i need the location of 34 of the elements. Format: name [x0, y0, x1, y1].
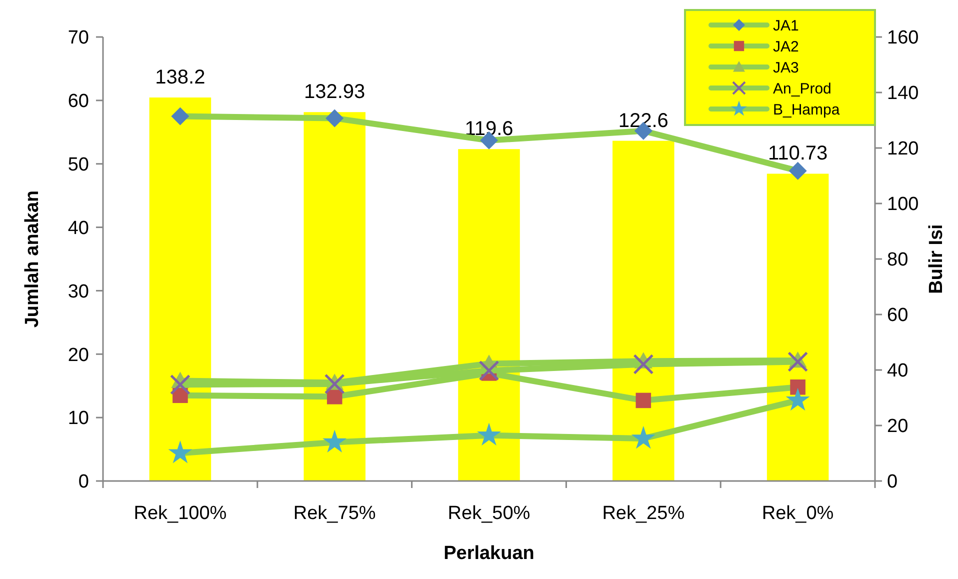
y2-tick-label: 0	[887, 472, 898, 493]
x-tick-label: Rek_100%	[134, 503, 227, 524]
y-tick-label: 50	[68, 154, 89, 176]
x-tick-label: Rek_25%	[602, 503, 685, 524]
y2-tick-label: 120	[887, 138, 919, 160]
data-label: 138.2	[155, 66, 206, 88]
y-tick-label: 0	[78, 472, 89, 493]
data-label: 119.6	[464, 118, 514, 140]
legend-label: JA3	[773, 59, 799, 76]
y2-tick-label: 100	[887, 194, 919, 216]
x-tick-label: Rek_0%	[762, 503, 834, 524]
x-tick-label: Rek_50%	[448, 503, 530, 524]
y2-tick-label: 160	[887, 28, 919, 49]
y2-tick-label: 80	[887, 250, 908, 271]
data-label: 132.93	[304, 81, 366, 104]
x-tick-label: Rek_75%	[293, 503, 376, 524]
data-label: 110.73	[768, 142, 828, 165]
y2-tick-label: 40	[887, 360, 908, 382]
y-tick-label: 10	[68, 408, 89, 430]
y2-tick-label: 20	[887, 416, 908, 438]
legend-label: An_Prod	[773, 80, 832, 98]
x-axis-title: Perlakuan	[444, 543, 534, 564]
legend-label: JA2	[773, 38, 799, 56]
y-tick-label: 40	[68, 218, 89, 239]
y-axis-title: Jumlah anakan	[22, 190, 43, 328]
y2-tick-label: 140	[887, 83, 919, 104]
legend-label: B_Hampa	[773, 101, 840, 118]
y-tick-label: 30	[68, 281, 89, 302]
y-tick-label: 60	[68, 91, 89, 112]
y2-axis-title: Bulir Isi	[926, 224, 947, 294]
y-tick-label: 20	[68, 344, 89, 366]
y2-tick-label: 60	[887, 305, 908, 326]
legend-label: JA1	[773, 17, 799, 34]
y-tick-label: 70	[68, 28, 89, 49]
